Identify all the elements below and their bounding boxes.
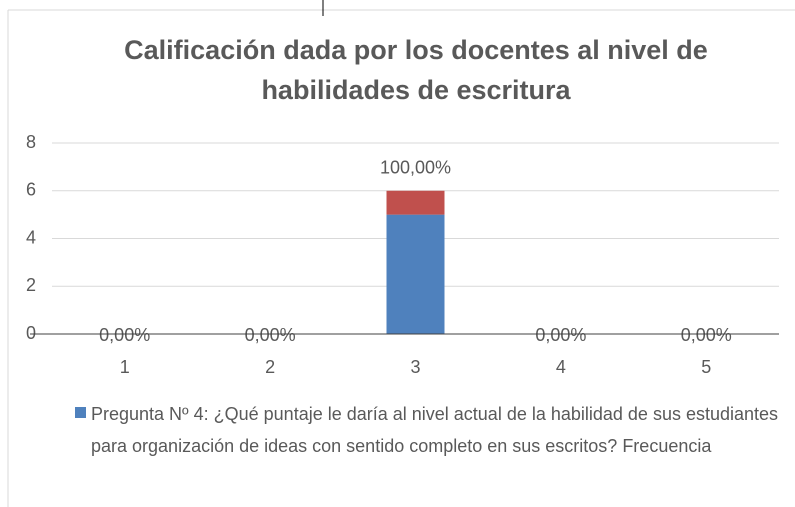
data-label: 0,00% [681,325,732,345]
x-tick-label: 2 [265,357,275,377]
y-tick-label: 0 [26,323,36,343]
data-label: 0,00% [99,325,150,345]
data-label: 100,00% [380,158,451,178]
chart-title: Calificación dada por los docentes al ni… [124,35,708,105]
x-tick-label: 1 [120,357,130,377]
x-tick-label: 4 [556,357,566,377]
data-label: 0,00% [245,325,296,345]
y-tick-label: 2 [26,275,36,295]
data-label: 0,00% [535,325,586,345]
bar-segment [386,190,445,215]
legend-swatch [75,407,86,418]
y-tick-label: 8 [26,132,36,152]
bar-segment [386,214,445,334]
y-tick-label: 4 [26,227,36,247]
legend: Pregunta Nº 4: ¿Qué puntaje le daría al … [63,398,778,462]
y-tick-label: 6 [26,180,36,200]
legend-label: Pregunta Nº 4: ¿Qué puntaje le daría al … [91,404,779,456]
x-tick-label: 5 [701,357,711,377]
x-tick-label: 3 [410,357,420,377]
